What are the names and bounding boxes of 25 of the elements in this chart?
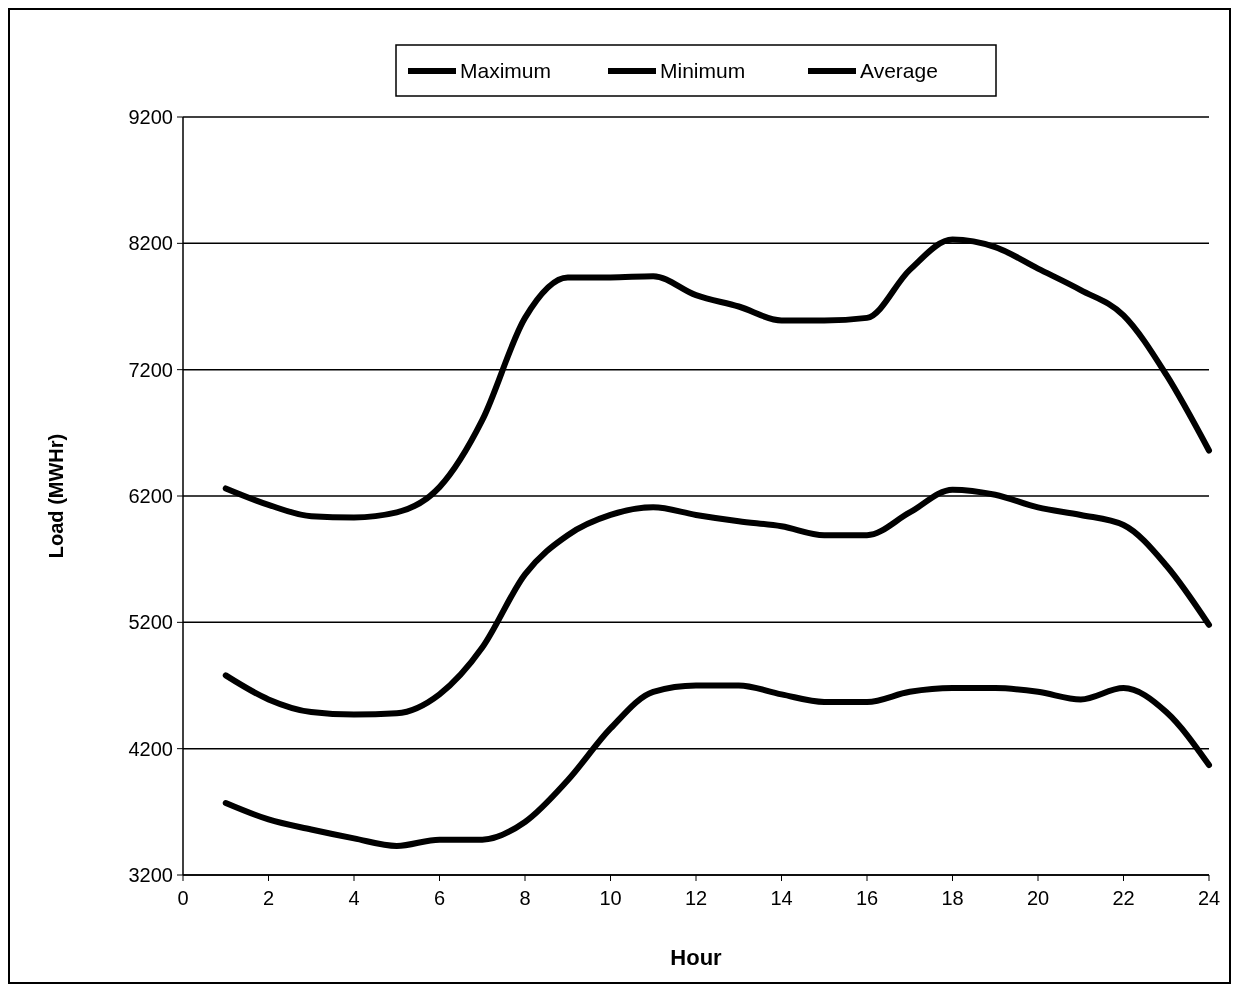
x-tick-label: 4: [348, 887, 360, 909]
x-tick-label: 12: [684, 887, 708, 909]
x-tick-label: 10: [599, 887, 622, 909]
legend-label: Maximum: [460, 59, 552, 83]
y-tick-label: 6200: [128, 485, 173, 507]
y-tick-label: 9200: [128, 106, 173, 128]
x-tick-label: 6: [433, 887, 446, 909]
y-axis-title: Load (MWHr): [45, 433, 67, 559]
y-tick-label: 8200: [128, 232, 173, 255]
x-tick-label: 0: [177, 887, 189, 909]
x-tick-label: 18: [941, 887, 964, 909]
legend-label: Minimum: [660, 59, 746, 83]
x-tick-label: 22: [1112, 887, 1135, 909]
y-tick-label: 5200: [128, 611, 173, 634]
y-tick-label: 7200: [128, 358, 173, 381]
y-tick-label: 3200: [128, 864, 173, 886]
x-tick-label: 8: [519, 887, 531, 909]
legend-label: Average: [860, 59, 938, 83]
x-tick-label: 14: [770, 887, 793, 909]
x-tick-label: 24: [1197, 887, 1221, 909]
y-tick-label: 4200: [128, 737, 173, 760]
x-axis-title: Hour: [670, 945, 723, 970]
x-tick-label: 20: [1026, 887, 1050, 909]
x-tick-label: 2: [262, 887, 275, 909]
x-tick-label: 16: [855, 887, 879, 909]
